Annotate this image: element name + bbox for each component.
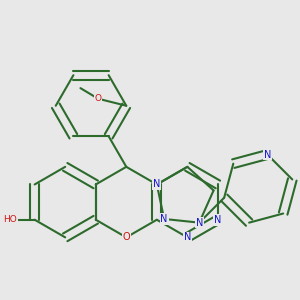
Text: N: N (160, 214, 168, 224)
Text: N: N (196, 218, 203, 228)
Text: HO: HO (3, 215, 17, 224)
Text: N: N (214, 215, 222, 225)
Text: N: N (264, 149, 271, 160)
Text: N: N (153, 179, 160, 190)
Text: O: O (94, 94, 102, 103)
Text: N: N (184, 232, 191, 242)
Text: O: O (122, 232, 130, 242)
